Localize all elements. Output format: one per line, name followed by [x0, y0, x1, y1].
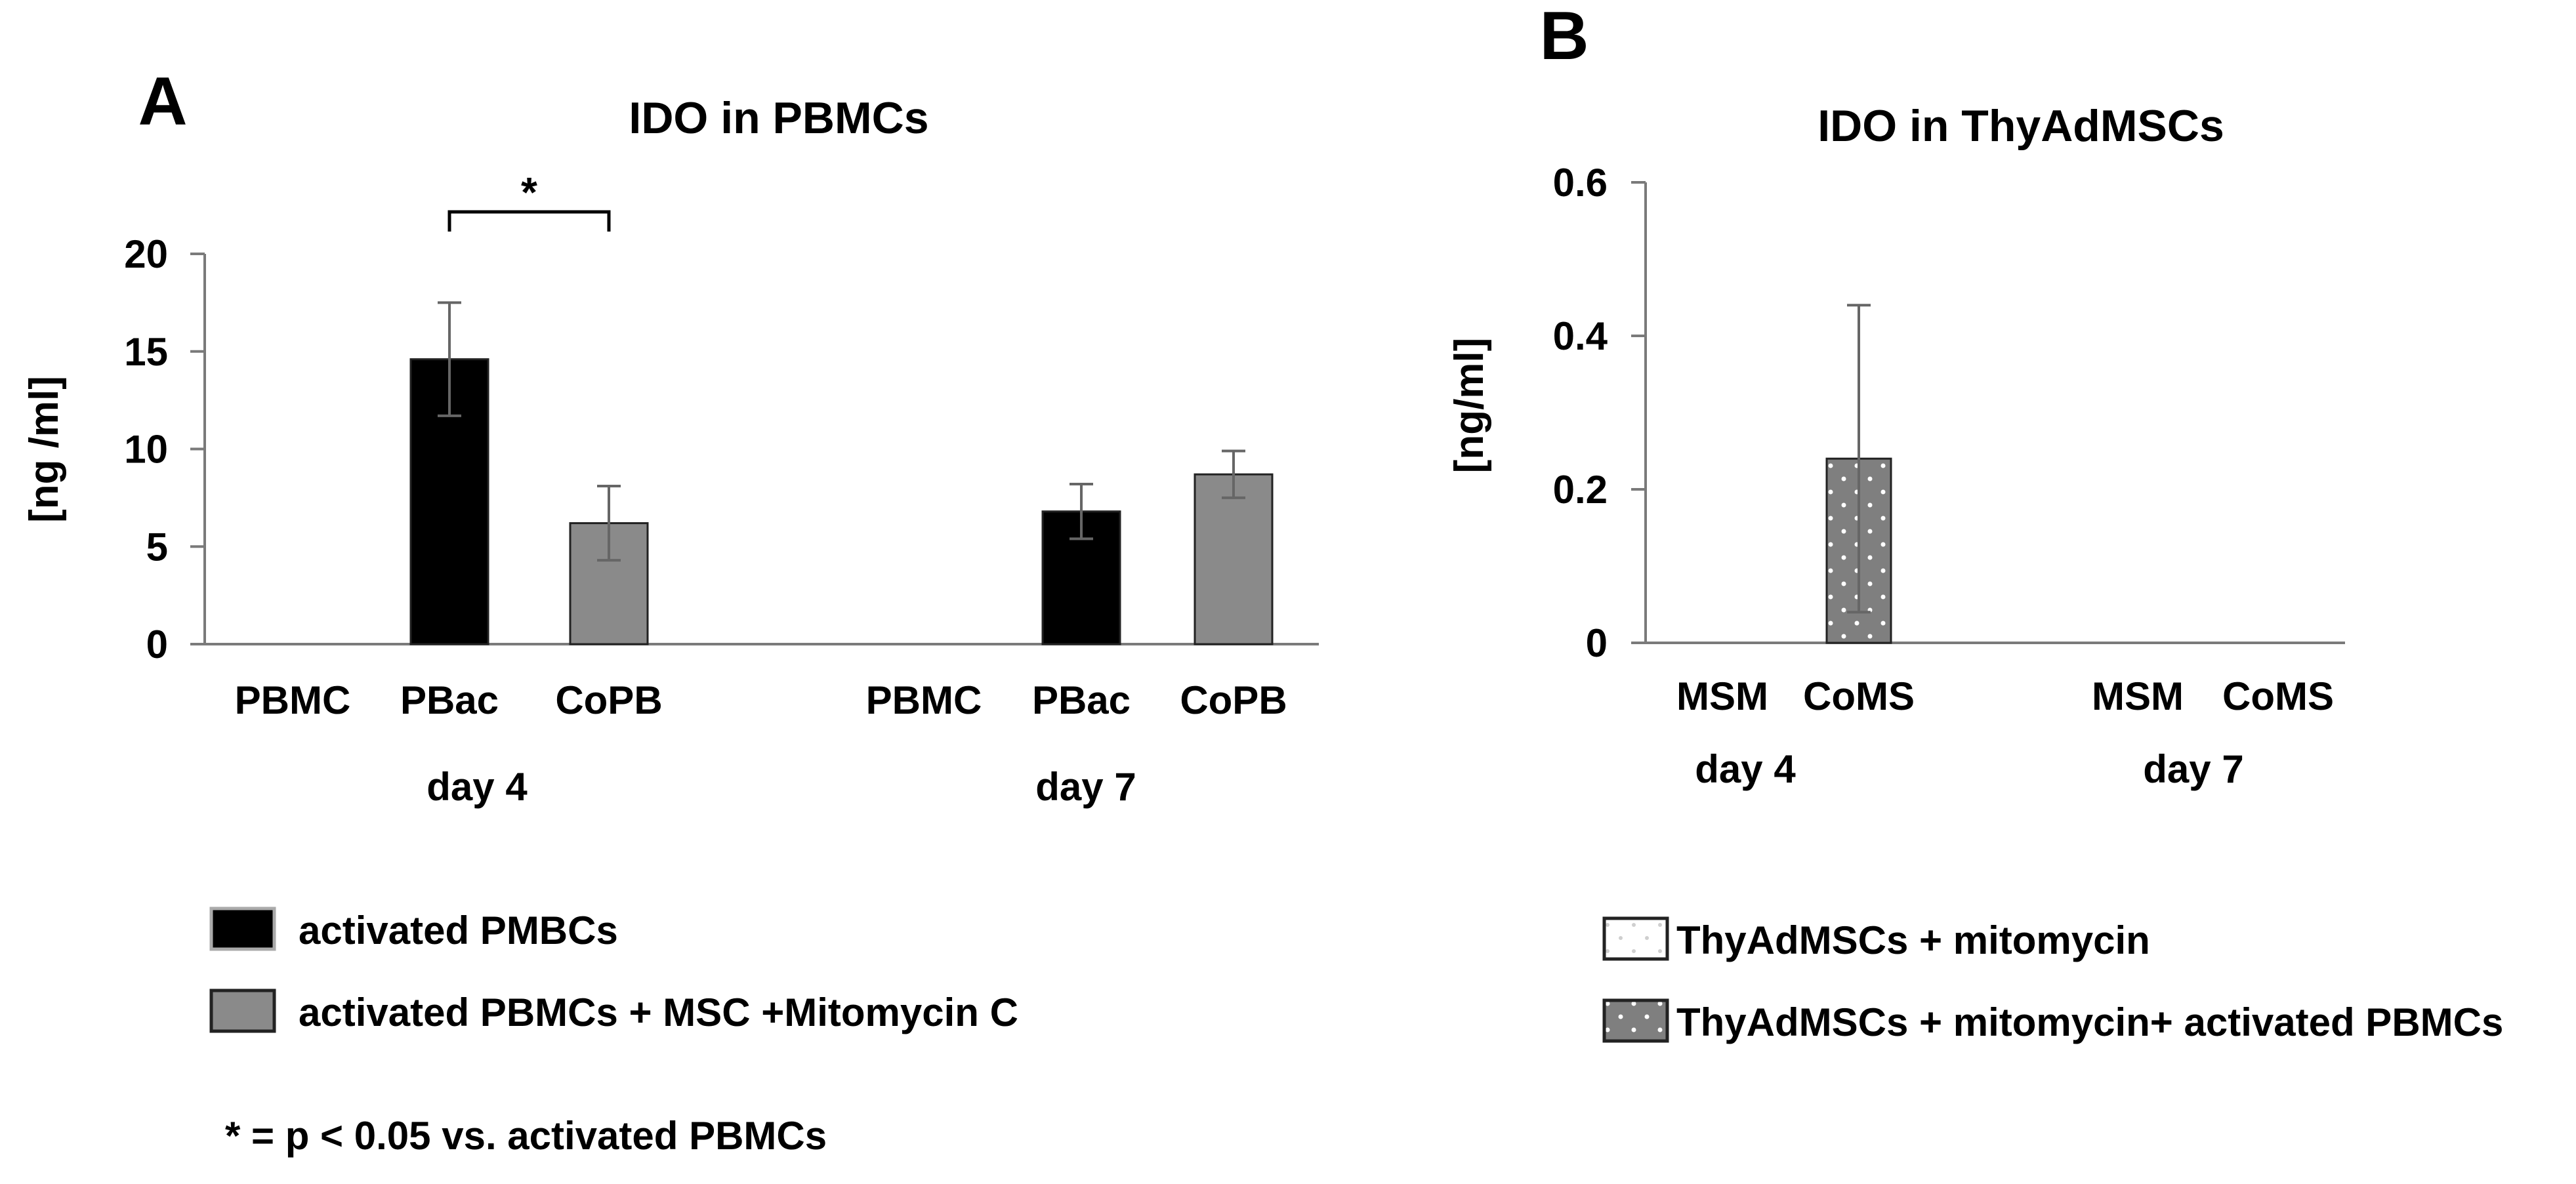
legend-label: activated PMBCs — [299, 908, 618, 952]
x-tick-label: CoPB — [1180, 678, 1287, 722]
legend-swatch — [1602, 916, 1669, 961]
x-tick-label: PBac — [1032, 678, 1131, 722]
y-axis-label: [ng /ml] — [22, 376, 67, 523]
group-label: day 7 — [2143, 747, 2243, 791]
y-tick-label: 0.4 — [1553, 314, 1608, 358]
chart-title: IDO in PBMCs — [629, 93, 928, 143]
chart-title: IDO in ThyAdMSCs — [1818, 101, 2224, 151]
group-label: day 4 — [426, 765, 528, 809]
y-axis-label: [ng/ml] — [1447, 338, 1492, 474]
x-tick-label: PBMC — [866, 678, 982, 722]
y-tick-label: 15 — [124, 330, 168, 374]
legend-swatch — [1602, 998, 1669, 1043]
x-tick-label: PBac — [400, 678, 499, 722]
y-tick-label: 0 — [1586, 621, 1608, 665]
y-tick-label: 5 — [146, 525, 168, 569]
y-tick-label: 20 — [124, 232, 168, 276]
legend-swatch — [209, 907, 276, 951]
footnote: * = p < 0.05 vs. activated PBMCs — [225, 1114, 827, 1158]
legend-label: ThyAdMSCs + mitomycin — [1676, 918, 2150, 962]
legend-label: ThyAdMSCs + mitomycin+ activated PBMCs — [1676, 1000, 2503, 1044]
x-tick-label: MSM — [2092, 674, 2184, 718]
x-tick-label: MSM — [1676, 674, 1768, 718]
x-tick-label: PBMC — [235, 678, 351, 722]
x-tick-label: CoMS — [1803, 674, 1915, 718]
bar — [1194, 473, 1274, 645]
legend-label: activated PBMCs + MSC +Mitomycin C — [299, 990, 1018, 1034]
legend-swatch — [209, 989, 276, 1033]
panel-label: B — [1539, 0, 1589, 74]
panel-label: A — [138, 64, 187, 140]
x-tick-label: CoPB — [555, 678, 662, 722]
significance-bracket — [447, 210, 611, 232]
y-tick-label: 0.6 — [1553, 161, 1608, 205]
group-label: day 7 — [1035, 765, 1136, 809]
significance-marker: * — [521, 169, 537, 216]
y-tick-label: 0.2 — [1553, 468, 1608, 512]
y-tick-label: 0 — [146, 623, 168, 666]
group-label: day 4 — [1695, 747, 1796, 791]
y-tick-label: 10 — [124, 428, 168, 472]
x-tick-label: CoMS — [2222, 674, 2334, 718]
chart-layer: A IDO in PBMCs [ng /ml] 0 5 10 15 20 PBMC PBac CoP… — [22, 0, 2503, 1158]
